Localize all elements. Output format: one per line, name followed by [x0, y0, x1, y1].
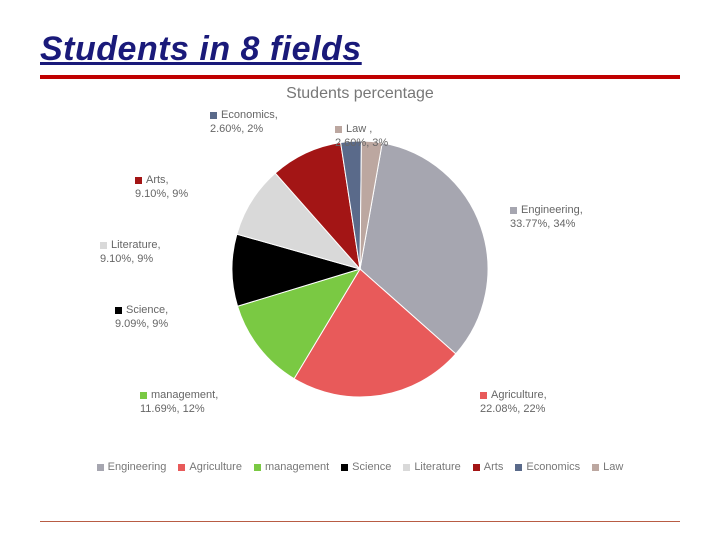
- legend-item-agriculture: Agriculture: [178, 461, 242, 473]
- pie-svg: [230, 139, 490, 399]
- slide: Students in 8 fields Students percentage…: [0, 0, 720, 540]
- pie-label-economics: Economics,2.60%, 2%: [210, 109, 278, 137]
- legend-swatch-icon: [115, 307, 122, 314]
- chart-legend: Engineering Agriculture management Science L…: [40, 461, 680, 473]
- legend-item-engineering: Engineering: [97, 461, 167, 473]
- legend-item-literature: Literature: [403, 461, 460, 473]
- pie-label-management: management,11.69%, 12%: [140, 389, 218, 417]
- legend-item-management: management: [254, 461, 329, 473]
- pie-label-agriculture: Agriculture,22.08%, 22%: [480, 389, 547, 417]
- legend-swatch-icon: [592, 464, 599, 471]
- legend-swatch-icon: [100, 242, 107, 249]
- pie-label-science: Science,9.09%, 9%: [115, 304, 168, 332]
- pie-label-arts: Arts,9.10%, 9%: [135, 174, 188, 202]
- legend-label: Science: [352, 461, 391, 473]
- legend-swatch-icon: [515, 464, 522, 471]
- legend-label: Arts: [484, 461, 504, 473]
- legend-item-law: Law: [592, 461, 623, 473]
- title-block: Students in 8 fields: [40, 30, 680, 79]
- legend-swatch-icon: [510, 207, 517, 214]
- page-title: Students in 8 fields: [40, 30, 680, 69]
- legend-label: Law: [603, 461, 623, 473]
- pie-holder: [230, 139, 490, 399]
- legend-swatch-icon: [403, 464, 410, 471]
- legend-swatch-icon: [178, 464, 185, 471]
- legend-swatch-icon: [480, 392, 487, 399]
- legend-swatch-icon: [335, 126, 342, 133]
- legend-swatch-icon: [97, 464, 104, 471]
- legend-swatch-icon: [210, 112, 217, 119]
- legend-label: Economics: [526, 461, 580, 473]
- pie-label-literature: Literature,9.10%, 9%: [100, 239, 161, 267]
- pie-label-law: Law ,2.60%, 3%: [335, 123, 388, 151]
- legend-swatch-icon: [341, 464, 348, 471]
- legend-label: management: [265, 461, 329, 473]
- legend-item-science: Science: [341, 461, 391, 473]
- legend-swatch-icon: [473, 464, 480, 471]
- legend-item-arts: Arts: [473, 461, 504, 473]
- legend-label: Literature: [414, 461, 460, 473]
- legend-label: Agriculture: [189, 461, 242, 473]
- pie-chart: Students percentage Engineering,33.77%, …: [40, 79, 680, 499]
- legend-swatch-icon: [254, 464, 261, 471]
- chart-title: Students percentage: [40, 85, 680, 103]
- legend-swatch-icon: [140, 392, 147, 399]
- legend-item-economics: Economics: [515, 461, 580, 473]
- legend-swatch-icon: [135, 177, 142, 184]
- legend-label: Engineering: [108, 461, 167, 473]
- pie-label-engineering: Engineering,33.77%, 34%: [510, 204, 583, 232]
- footer-rule: [40, 521, 680, 522]
